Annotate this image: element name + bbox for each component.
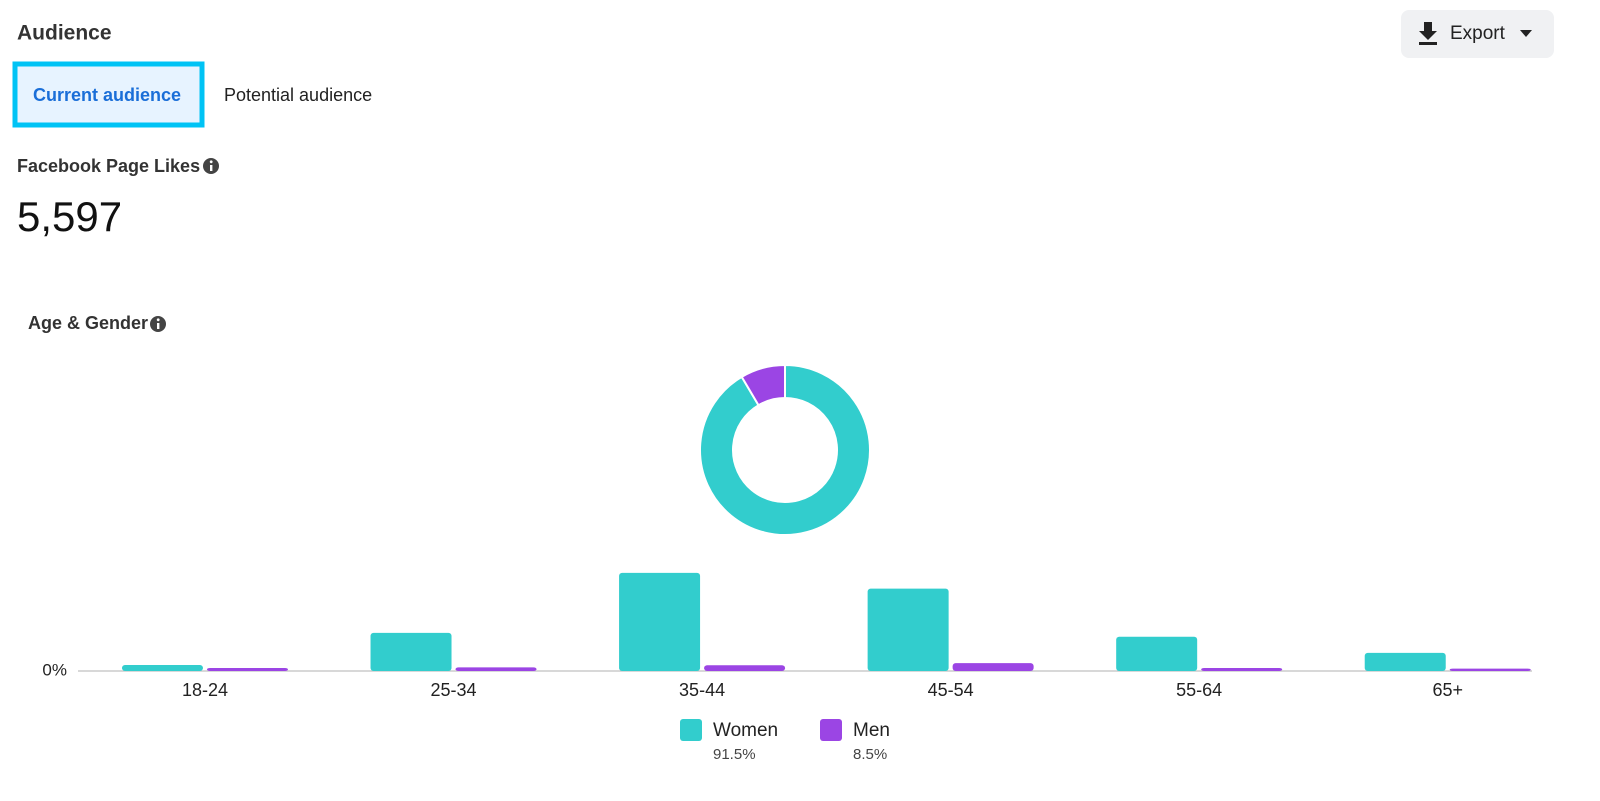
x-tick-label: 18-24	[182, 680, 228, 700]
metric-label: Facebook Page Likes	[17, 156, 200, 176]
bar	[1449, 668, 1531, 671]
bar	[370, 632, 452, 671]
bar	[704, 665, 786, 671]
export-button[interactable]: Export	[1401, 10, 1554, 58]
legend-label: Women	[713, 720, 778, 741]
download-icon[interactable]	[1419, 22, 1437, 45]
x-tick-label: 35-44	[679, 680, 725, 700]
bar	[867, 588, 949, 671]
x-tick-label: 25-34	[431, 680, 477, 700]
bar	[206, 667, 288, 671]
info-icon[interactable]	[203, 158, 219, 174]
bar	[121, 664, 203, 671]
bar	[952, 663, 1034, 671]
tab-label[interactable]: Potential audience	[224, 85, 372, 105]
bar	[1116, 636, 1198, 671]
legend-swatch	[680, 719, 702, 741]
bar	[455, 667, 537, 671]
tab-label[interactable]: Current audience	[33, 85, 181, 105]
bar	[1201, 667, 1283, 671]
legend-share: 91.5%	[713, 746, 756, 763]
export-label[interactable]: Export	[1450, 23, 1506, 44]
bar	[619, 572, 701, 671]
x-tick-label: 45-54	[928, 680, 974, 700]
info-icon[interactable]	[150, 316, 166, 332]
legend-share: 8.5%	[853, 746, 887, 763]
bar	[1364, 652, 1446, 671]
page-title: Audience	[17, 22, 112, 45]
x-tick-label: 65+	[1432, 680, 1463, 700]
legend-label: Men	[853, 720, 890, 741]
donut-slice	[740, 363, 786, 407]
donut-slice	[699, 363, 871, 536]
tab-active[interactable]	[12, 61, 205, 128]
section-title: Age & Gender	[28, 313, 148, 333]
legend-swatch	[820, 719, 842, 741]
metric-value: 5,597	[17, 193, 122, 240]
x-tick-label: 55-64	[1176, 680, 1222, 700]
y-tick-label: 0%	[42, 660, 67, 679]
button-bg[interactable]	[1401, 10, 1554, 58]
caret-icon[interactable]	[1520, 30, 1532, 37]
